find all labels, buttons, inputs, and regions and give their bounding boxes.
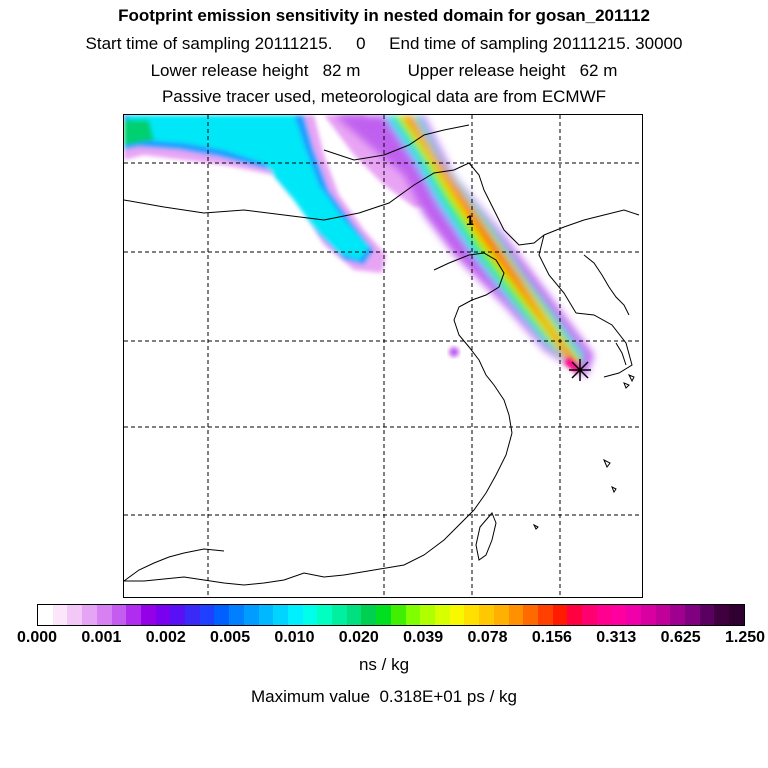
small-islands — [532, 374, 635, 530]
color-bar-swatch — [479, 605, 494, 625]
color-bar-ticks: 0.000 0.001 0.002 0.005 0.010 0.020 0.039 0.078… — [0, 629, 768, 651]
color-bar-tick-label: 0.625 — [660, 629, 701, 646]
plume-core — [564, 357, 582, 373]
color-bar-swatch — [699, 605, 715, 625]
tracer-info-line: Passive tracer used, meteorological data… — [161, 87, 607, 106]
color-bar-swatch — [567, 605, 583, 625]
color-bar-swatch — [287, 605, 303, 625]
color-bar-tick-label: 0.001 — [81, 629, 122, 646]
color-bar-swatch — [185, 605, 200, 625]
color-bar-swatch — [273, 605, 288, 625]
sampling-time-line: Start time of sampling 20111215. 0 End t… — [85, 34, 683, 53]
color-bar-swatch — [82, 605, 97, 625]
color-bar-swatch — [464, 605, 480, 625]
color-bar-tick-label: 0.078 — [467, 629, 508, 646]
main-plume — [334, 115, 594, 377]
color-bar-swatch — [38, 605, 53, 625]
color-bar-swatch — [214, 605, 230, 625]
color-bar-swatch — [434, 605, 450, 625]
color-bar-swatch — [449, 605, 465, 625]
color-bar — [37, 604, 745, 626]
color-bar-tick-label: 0.313 — [596, 629, 637, 646]
color-bar-swatch — [582, 605, 597, 625]
color-bar-swatch — [258, 605, 274, 625]
color-bar-tick-label: 0.039 — [403, 629, 444, 646]
footprint-map: 1 — [123, 114, 643, 598]
color-bar-swatch — [552, 605, 568, 625]
plot-title: Footprint emission sensitivity in nested… — [118, 6, 650, 25]
color-bar-swatch — [729, 605, 744, 625]
color-bar-swatch — [346, 605, 362, 625]
star-icon — [569, 359, 591, 381]
coastlines — [124, 124, 640, 586]
color-bar-swatch — [140, 605, 156, 625]
color-bar-swatch — [640, 605, 656, 625]
maximum-value-label: Maximum value 0.318E+01 ps / kg — [251, 687, 517, 706]
color-bar-swatch — [537, 605, 553, 625]
release-height-line: Lower release height 82 m Upper release … — [150, 61, 618, 80]
color-bar-swatch — [361, 605, 377, 625]
color-bar-swatch — [229, 605, 244, 625]
color-bar-swatch — [626, 605, 641, 625]
color-bar-swatch — [714, 605, 730, 625]
color-bar-swatch — [302, 605, 318, 625]
color-bar-swatch — [684, 605, 700, 625]
color-bar-swatch — [155, 605, 171, 625]
lat-lon-grid — [124, 115, 642, 597]
color-bar-swatch — [111, 605, 127, 625]
color-bar-swatch — [611, 605, 627, 625]
color-bar-swatch — [243, 605, 259, 625]
color-bar-swatch — [405, 605, 421, 625]
color-bar-swatch — [670, 605, 685, 625]
isolated-patch — [449, 347, 459, 357]
release-point-label: 1 — [466, 212, 474, 228]
color-bar-swatch — [170, 605, 186, 625]
color-bar-swatch — [508, 605, 524, 625]
color-bar-tick-label: 1.250 — [724, 629, 766, 646]
color-bar-swatch — [655, 605, 671, 625]
color-bar-tick-label: 0.002 — [145, 629, 186, 646]
color-bar-swatch — [493, 605, 509, 625]
color-bar-tick-label: 0.005 — [210, 629, 251, 646]
color-bar-swatch — [332, 605, 347, 625]
color-bar-tick-label: 0.010 — [274, 629, 315, 646]
color-bar-swatch — [126, 605, 141, 625]
color-bar-swatch — [420, 605, 435, 625]
color-bar-swatch — [390, 605, 406, 625]
color-bar-tick-label: 0.000 — [16, 629, 58, 646]
color-bar-swatch — [67, 605, 83, 625]
color-bar-tick-label: 0.020 — [338, 629, 379, 646]
color-bar-swatch — [317, 605, 333, 625]
color-bar-swatch — [96, 605, 112, 625]
color-bar-swatch — [523, 605, 538, 625]
color-bar-swatch — [52, 605, 68, 625]
units-label: ns / kg — [358, 655, 410, 674]
map-canvas: 1 — [124, 115, 642, 597]
color-bar-swatch — [596, 605, 612, 625]
taiwan-outline — [475, 512, 497, 561]
color-bar-swatch — [199, 605, 215, 625]
color-bar-tick-label: 0.156 — [531, 629, 572, 646]
color-bar-swatch — [376, 605, 391, 625]
